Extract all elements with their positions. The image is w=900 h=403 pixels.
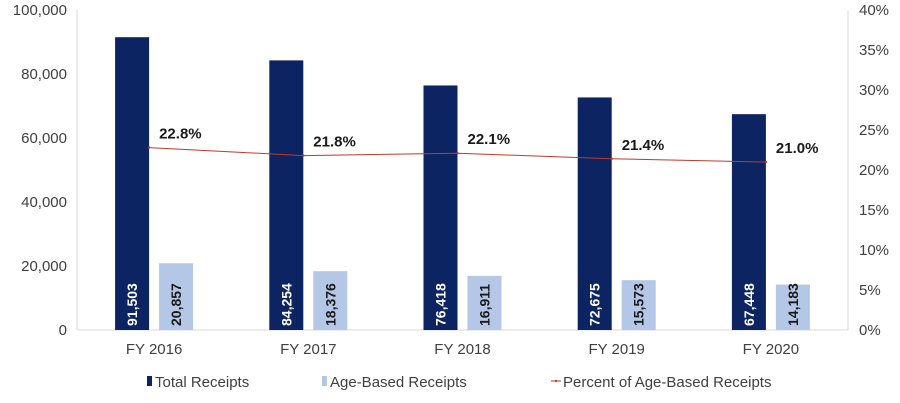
- y-tick-label: 0: [59, 322, 67, 339]
- y2-tick-label: 20%: [859, 162, 889, 179]
- bar-total-receipts: [269, 60, 304, 330]
- y2-tick-label: 15%: [859, 202, 889, 219]
- percent-point: [764, 160, 768, 164]
- y2-tick-label: 25%: [859, 122, 889, 139]
- y2-tick-label: 30%: [859, 82, 889, 99]
- percent-data-label: 22.8%: [159, 126, 202, 143]
- y2-tick-label: 0%: [859, 322, 881, 339]
- y2-tick-label: 5%: [859, 282, 881, 299]
- y-tick-label: 20,000: [21, 258, 67, 275]
- legend-label: Total Receipts: [155, 374, 249, 391]
- legend-label: Age-Based Receipts: [330, 374, 467, 391]
- bar-total-receipts: [577, 97, 612, 330]
- bar-label-total-receipts: 91,503: [124, 283, 140, 326]
- bar-label-age-based-receipts: 15,573: [631, 283, 647, 326]
- x-tick-label: FY 2020: [743, 341, 799, 358]
- percent-data-label: 21.0%: [776, 140, 819, 157]
- x-tick-label: FY 2017: [280, 341, 336, 358]
- percent-line: [147, 146, 768, 164]
- bar-age-based-receipts: [159, 263, 194, 330]
- bar-total-receipts: [731, 114, 766, 330]
- bar-total-receipts: [423, 85, 458, 330]
- x-tick-label: FY 2019: [588, 341, 644, 358]
- bar-label-age-based-receipts: 20,857: [168, 283, 184, 326]
- percent-point: [456, 152, 459, 155]
- bar-age-based-receipts: [467, 275, 502, 330]
- bar-age-based-receipts: [621, 280, 656, 330]
- y-tick-label: 100,000: [13, 2, 67, 19]
- bar-label-total-receipts: 76,418: [433, 283, 449, 326]
- y2-tick-label: 40%: [859, 2, 889, 19]
- legend-swatch: [147, 376, 152, 386]
- percent-point: [147, 146, 151, 149]
- bar-label-total-receipts: 72,675: [587, 283, 603, 326]
- bar-label-age-based-receipts: 16,911: [477, 284, 493, 326]
- bars: [115, 37, 810, 330]
- bar-label-total-receipts: 84,254: [278, 283, 294, 326]
- percent-data-label: 22.1%: [468, 131, 511, 148]
- percent-data-label: 21.8%: [313, 134, 356, 151]
- percent-point: [302, 154, 305, 157]
- y2-tick-label: 35%: [859, 42, 889, 59]
- percent-data-label: 21.4%: [622, 137, 665, 154]
- bar-label-age-based-receipts: 18,376: [322, 283, 338, 326]
- data-labels: 91,503 20,857 84,254 18,376 76,418 16,911 72,6…: [124, 126, 818, 326]
- y-tick-label: 80,000: [21, 66, 67, 83]
- legend-label: Percent of Age-Based Receipts: [563, 374, 771, 391]
- bar-label-age-based-receipts: 14,183: [785, 283, 801, 326]
- bar-age-based-receipts: [775, 284, 810, 330]
- legend-swatch-marker: [554, 379, 558, 383]
- bar-label-total-receipts: 67,448: [741, 283, 757, 326]
- x-tick-label: FY 2016: [126, 341, 182, 358]
- y-tick-label: 60,000: [21, 130, 67, 147]
- legend-swatch: [322, 376, 327, 386]
- y2-tick-label: 10%: [859, 242, 889, 259]
- legend: Total Receipts Age-Based Receipts Percent …: [147, 374, 771, 391]
- percent-point: [610, 157, 613, 160]
- bar-total-receipts: [115, 37, 150, 330]
- x-tick-label: FY 2018: [434, 341, 490, 358]
- axes: 0 20,000 40,000 60,000 80,000 100,000 0% 5% 10% 1…: [13, 2, 889, 358]
- y-tick-label: 40,000: [21, 194, 67, 211]
- percent-line-path: [149, 147, 766, 163]
- bar-age-based-receipts: [313, 271, 348, 330]
